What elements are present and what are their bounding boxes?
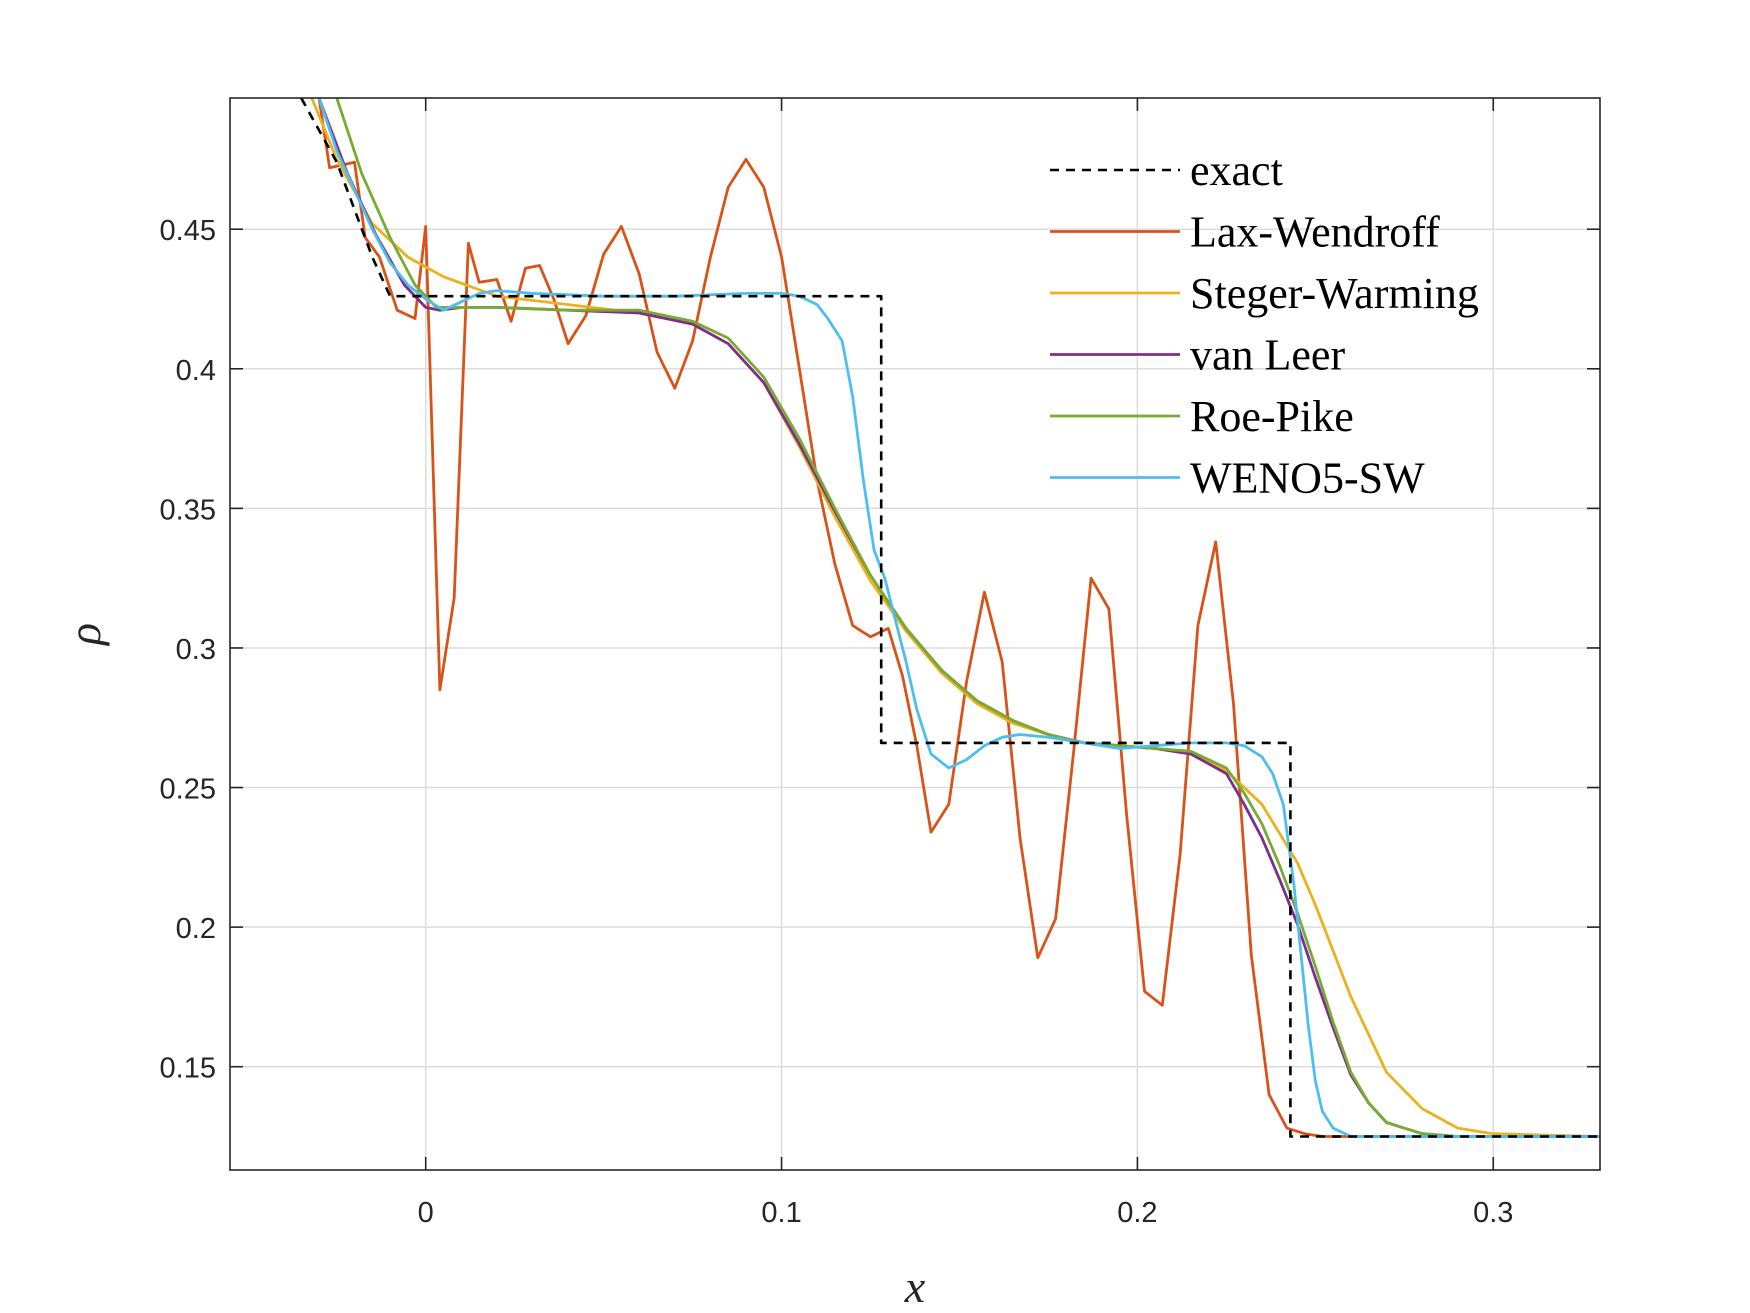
y-tick-label: 0.35 (160, 494, 216, 526)
y-tick-label: 0.3 (176, 634, 216, 666)
series-line-roe-pike (335, 98, 1600, 1138)
plot-frame (229, 97, 1601, 1171)
y-tick-label: 0.2 (176, 913, 216, 945)
series-line-weno5-sw (317, 98, 1600, 1138)
grid (230, 98, 1600, 1170)
series-line-lax-wendroff (317, 98, 1600, 1138)
legend-entry: van Leer (1190, 331, 1345, 380)
x-tick-label: 0.2 (1117, 1197, 1157, 1229)
legend-entry: WENO5-SW (1190, 454, 1425, 503)
legend-entry: Roe-Pike (1190, 392, 1354, 441)
series-line-steger-warming (310, 98, 1600, 1138)
x-axis-label: x (904, 1261, 926, 1312)
y-tick-label: 0.25 (160, 774, 216, 806)
x-tick-label: 0.1 (761, 1197, 801, 1229)
legend: exact Lax-Wendroff Steger-Warming van Leer R… (1050, 146, 1479, 503)
ticks (230, 98, 1600, 1170)
y-tick-label: 0.4 (176, 355, 216, 387)
legend-entry: Lax-Wendroff (1190, 208, 1440, 257)
legend-entry: Steger-Warming (1190, 269, 1479, 318)
y-axis-label: ρ (59, 623, 110, 647)
plot-background (230, 98, 1600, 1170)
x-tick-label: 0 (418, 1197, 434, 1229)
legend-entry: exact (1190, 146, 1283, 195)
tick-labels: 0 0.1 0.2 0.3 0.15 0.2 0.25 0.3 0.35 0.4 0.45 (160, 215, 1514, 1229)
series-layer (300, 98, 1600, 1138)
series-line-exact (300, 98, 1600, 1138)
x-tick-label: 0.3 (1473, 1197, 1513, 1229)
y-tick-label: 0.45 (160, 215, 216, 247)
y-tick-label: 0.15 (160, 1053, 216, 1085)
